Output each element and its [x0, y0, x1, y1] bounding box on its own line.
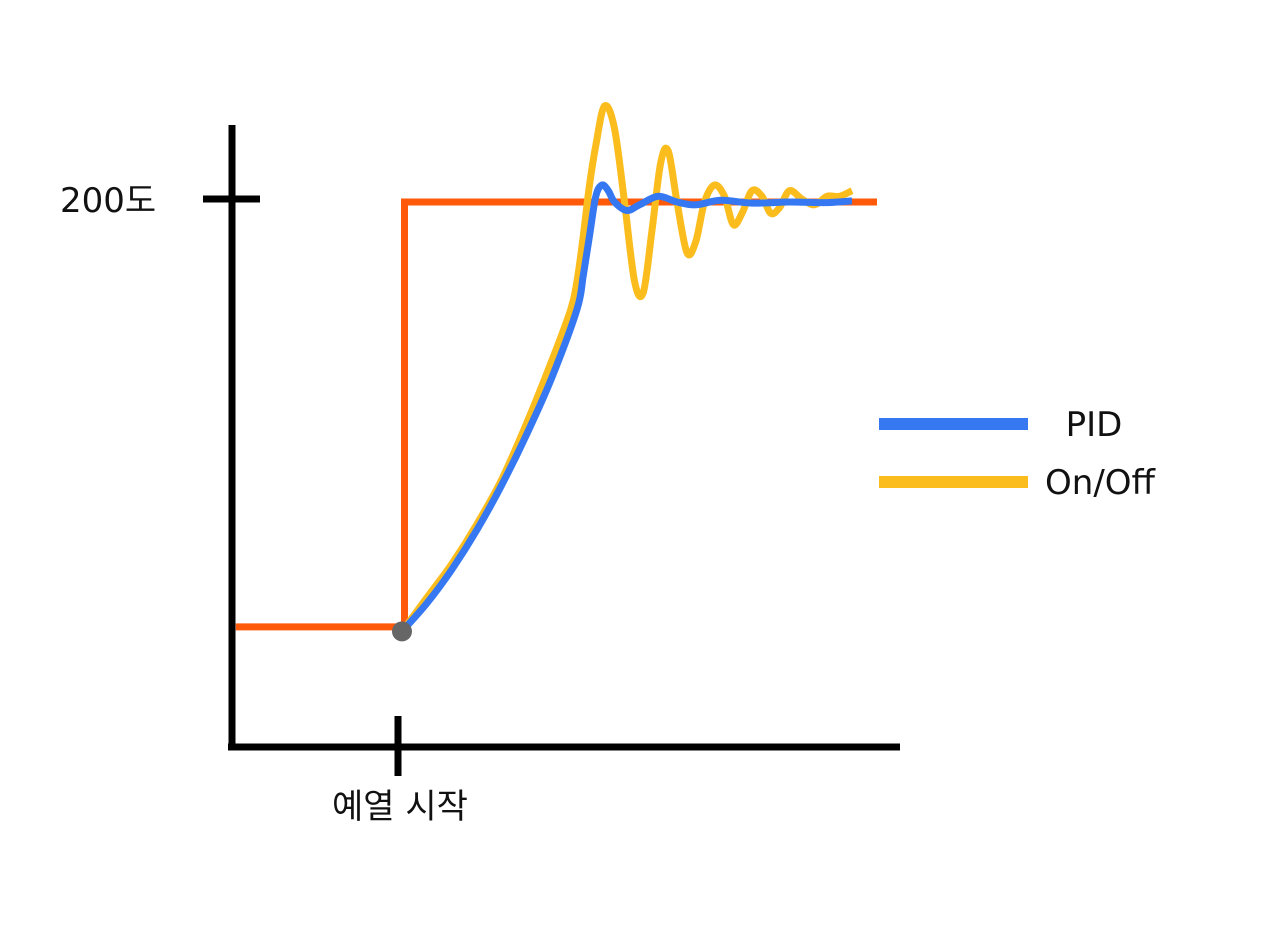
preheat-start-marker [392, 621, 412, 642]
legend: PID On/Off [879, 405, 1157, 503]
pid-line [399, 181, 853, 634]
legend-label-onoff: On/Off [1045, 463, 1157, 503]
series-layer [235, 101, 877, 642]
setpoint-line [235, 198, 877, 631]
y-tick-label: 200도 [60, 181, 156, 221]
x-tick-label: 예열 시작 [332, 787, 468, 827]
onoff-line [399, 101, 854, 634]
legend-label-pid: PID [1066, 405, 1123, 445]
